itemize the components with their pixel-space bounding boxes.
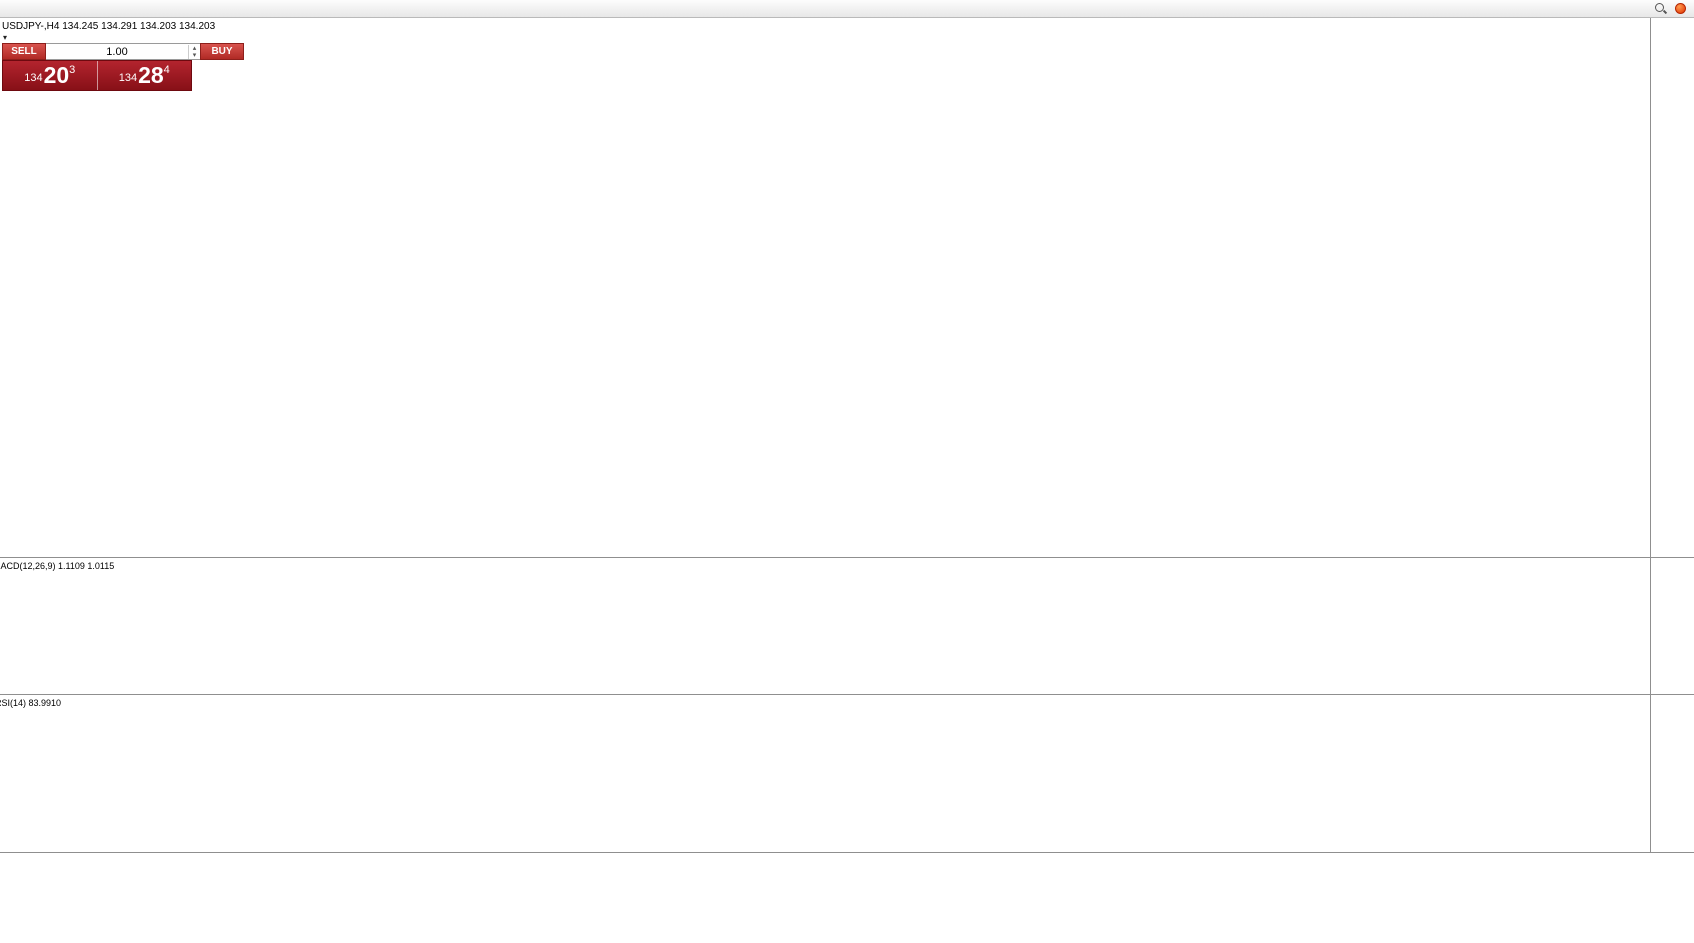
buy-price-prefix: 134 (118, 72, 138, 84)
sell-price-sup: 3 (69, 64, 76, 76)
volume-stepper: ▴ ▾ (188, 44, 200, 59)
rsi-label: RSI(14) 83.9910 (0, 698, 62, 708)
volume-input[interactable] (46, 45, 188, 58)
one-click-collapse-icon[interactable]: ▾ (3, 33, 8, 42)
macd-label: MACD(12,26,9) 1.1109 1.0115 (0, 561, 115, 571)
sell-price-display[interactable]: 134 20 3 (3, 61, 97, 90)
search-icon[interactable] (1654, 2, 1667, 15)
volume-down-icon[interactable]: ▾ (192, 51, 197, 59)
buy-button[interactable]: BUY (200, 43, 244, 60)
time-axis-border (0, 852, 1694, 853)
chart-symbol-ohlc: USDJPY-,H4 134.245 134.291 134.203 134.2… (2, 21, 216, 32)
panel-splitter-rsi[interactable] (0, 694, 1694, 695)
buy-price-sup: 4 (163, 64, 170, 76)
sell-button[interactable]: SELL (2, 43, 46, 60)
volume-up-icon[interactable]: ▴ (192, 44, 197, 52)
main-toolbar (0, 0, 1694, 18)
price-divider (96, 61, 98, 90)
toolbar-right-group (1654, 2, 1690, 15)
panel-splitter-macd[interactable] (0, 557, 1694, 558)
one-click-trading-panel: SELL ▴ ▾ BUY 134 20 3 134 28 4 (2, 43, 244, 91)
price-axis-border (1650, 18, 1651, 853)
buy-price-big: 28 (138, 62, 164, 88)
sell-price-big: 20 (43, 62, 70, 88)
buy-price-display[interactable]: 134 28 4 (98, 61, 192, 90)
volume-field-wrap: ▴ ▾ (46, 43, 200, 60)
sell-price-prefix: 134 (24, 72, 43, 84)
notification-badge-icon[interactable] (1675, 3, 1686, 14)
